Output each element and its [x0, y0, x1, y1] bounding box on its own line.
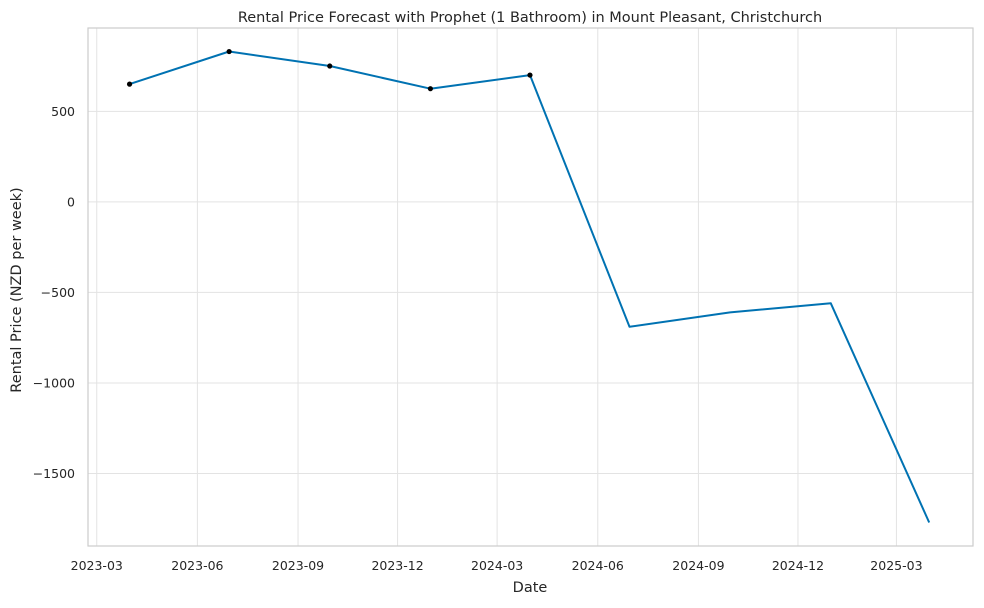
- observed-point: [327, 63, 333, 69]
- x-tick-label: 2023-09: [272, 558, 324, 573]
- plot-background: [88, 28, 973, 546]
- tick-label-layer: 2023-03 2023-06 2023-09 2023-12 2024-03 2024-…: [33, 104, 923, 573]
- x-tick-label: 2024-12: [772, 558, 824, 573]
- observed-point: [226, 48, 232, 55]
- chart-title: Rental Price Forecast with Prophet (1 Ba…: [238, 10, 822, 26]
- y-tick-label: −1500: [33, 466, 75, 481]
- x-tick-label: 2025-03: [870, 558, 922, 573]
- y-tick-label: −500: [41, 285, 75, 300]
- y-tick-label: 500: [51, 104, 75, 119]
- x-tick-label: 2023-12: [371, 558, 423, 573]
- y-tick-label: 0: [67, 194, 75, 209]
- observed-point: [427, 86, 434, 92]
- y-axis-label: Rental Price (NZD per week): [9, 187, 25, 392]
- plot-frame: [87, 27, 974, 547]
- x-tick-label: 2024-06: [572, 558, 624, 573]
- y-tick-label: −1000: [33, 375, 75, 390]
- x-tick-label: 2024-03: [471, 558, 523, 573]
- x-tick-label: 2024-09: [672, 558, 724, 573]
- x-axis-label: Date: [513, 580, 548, 596]
- observed-point: [527, 72, 533, 78]
- x-tick-label: 2023-06: [171, 558, 223, 573]
- observed-point: [126, 81, 133, 87]
- x-tick-label: 2023-03: [71, 558, 123, 573]
- point-layer: [126, 48, 533, 92]
- grid-layer: [88, 28, 973, 546]
